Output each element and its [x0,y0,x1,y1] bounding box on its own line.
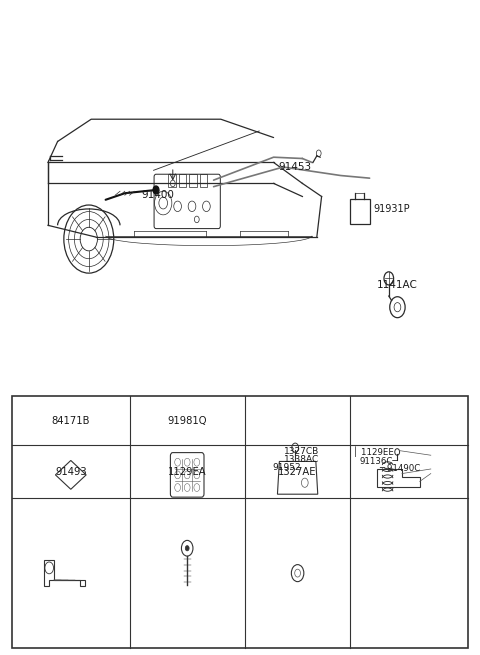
Text: ─ 91490C: ─ 91490C [379,464,420,474]
Text: 91493: 91493 [55,466,86,477]
Text: 1327AE: 1327AE [278,466,317,477]
Text: │ 1129EE: │ 1129EE [353,446,394,457]
Text: 91952: 91952 [273,463,301,472]
Text: 91453: 91453 [278,162,312,172]
Text: 1129EA: 1129EA [168,466,206,477]
Text: 84171B: 84171B [51,416,90,426]
Text: 91136C─: 91136C─ [359,457,397,466]
Text: 91400: 91400 [142,190,174,200]
Bar [200,174,207,187]
Text: 1338AC: 1338AC [284,455,319,464]
Bar [179,174,186,187]
Bar [12,396,468,648]
Circle shape [185,546,189,551]
Bar [189,174,197,187]
Text: 1141AC: 1141AC [377,280,418,290]
Circle shape [153,186,159,194]
Text: 91931P: 91931P [373,204,409,214]
Text: 1327CB: 1327CB [284,447,319,457]
Bar [168,174,176,187]
Text: 91981Q: 91981Q [168,416,207,426]
